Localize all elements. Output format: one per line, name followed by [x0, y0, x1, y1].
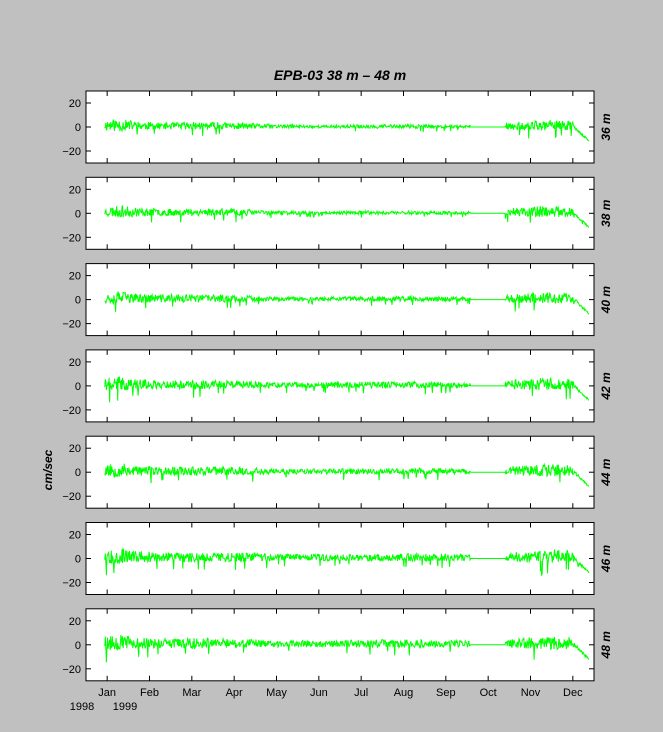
y-tick-label: 0 [75, 554, 81, 566]
y-axis-label: cm/sec [41, 449, 55, 490]
x-tick-label: Mar [182, 687, 201, 699]
depth-label: 46 m [599, 544, 613, 573]
panel-3: 20 0 −20 42 m [62, 349, 613, 423]
y-tick-label: 20 [69, 184, 81, 196]
panel-2: 20 0 −20 40 m [62, 263, 613, 337]
y-tick-label: 20 [69, 616, 81, 628]
panels: 20 0 −20 36 m 20 0 −20 38 m 20 0 −20 40 m 20 0 −20 42 m… [62, 90, 613, 682]
year-label: 1999 [113, 701, 137, 713]
series-line [104, 291, 590, 315]
y-tick-label: −20 [62, 146, 81, 158]
x-tick-label: Apr [226, 687, 243, 699]
y-tick-label: 20 [69, 271, 81, 283]
x-axis: Jan Feb Mar Apr May Jun Jul Aug Sep Oct Nov Dec 1998… [70, 687, 583, 713]
y-tick-label: 0 [75, 640, 81, 652]
depth-label: 38 m [599, 199, 613, 227]
x-tick-label: Oct [480, 687, 497, 699]
y-tick-label: 0 [75, 467, 81, 479]
y-tick-label: 0 [75, 381, 81, 393]
y-tick-label: 0 [75, 295, 81, 307]
y-tick-label: 20 [69, 443, 81, 455]
y-tick-label: 20 [69, 98, 81, 110]
series-line [104, 634, 590, 663]
y-tick-label: 20 [69, 530, 81, 542]
x-tick-label: May [266, 687, 287, 699]
y-tick-label: −20 [62, 578, 81, 590]
x-tick-label: Jan [98, 687, 116, 699]
x-tick-label: Sep [436, 687, 456, 699]
panel-1: 20 0 −20 38 m [62, 176, 613, 250]
series-line [104, 119, 589, 142]
depth-label: 36 m [599, 113, 613, 141]
depth-label: 40 m [599, 286, 613, 315]
y-tick-label: −20 [62, 405, 81, 417]
series-line [104, 376, 589, 403]
y-tick-label: −20 [62, 664, 81, 676]
depth-label: 48 m [599, 631, 613, 660]
x-tick-label: Jul [354, 687, 368, 699]
depth-label: 42 m [599, 372, 613, 401]
y-tick-label: 0 [75, 208, 81, 220]
series-line [104, 547, 590, 576]
y-tick-label: 20 [69, 357, 81, 369]
x-tick-label: Dec [563, 687, 583, 699]
panel-4: 20 0 −20 44 m [62, 435, 613, 509]
y-tick-label: −20 [62, 319, 81, 331]
series-line [104, 462, 590, 487]
x-tick-label: Feb [140, 687, 159, 699]
year-label: 1998 [70, 701, 94, 713]
panel-0: 20 0 −20 36 m [62, 90, 613, 164]
panel-5: 20 0 −20 46 m [62, 522, 613, 595]
depth-label: 44 m [599, 458, 613, 487]
x-tick-label: Aug [394, 687, 414, 699]
x-tick-label: Nov [521, 687, 541, 699]
y-tick-label: −20 [62, 491, 81, 503]
chart-title: EPB-03 38 m – 48 m [274, 67, 406, 83]
y-tick-label: 0 [75, 122, 81, 134]
x-tick-label: Jun [310, 687, 328, 699]
y-tick-label: −20 [62, 232, 81, 244]
series-line [104, 204, 589, 228]
panel-6: 20 0 −20 48 m [62, 608, 613, 682]
